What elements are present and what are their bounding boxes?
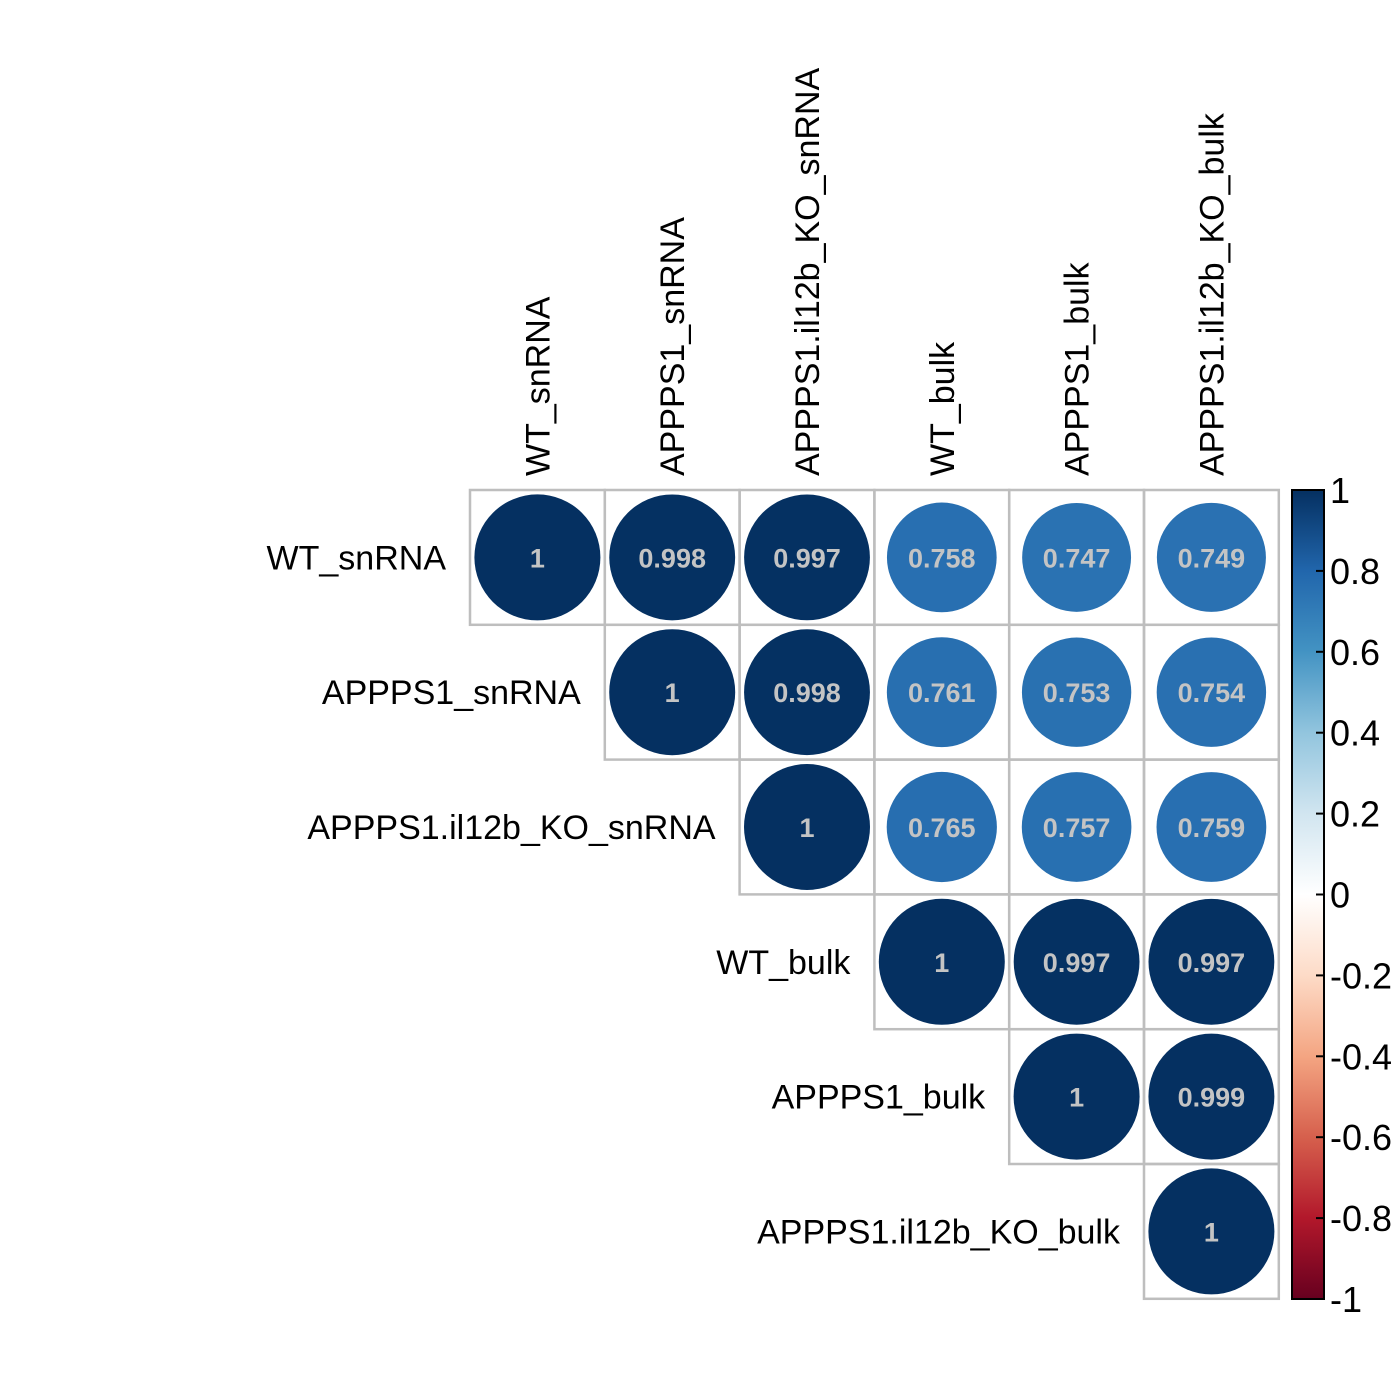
- row-label-1: APPPS1_snRNA: [322, 674, 581, 712]
- correlation-value-label: 0.757: [1043, 813, 1111, 843]
- correlation-circle-1-1: [609, 629, 736, 756]
- correlation-circle-0-0: [474, 494, 601, 621]
- matrix-cells: 1 0.998 0.997 0.758 0.747 0.749 1 0.998 0.761 0.7…: [468, 488, 1281, 1301]
- colorbar-legend: 1 0.8 0.6 0.4 0.2 0 -0.2 -0.4 -0.6 -0.8 -1: [1291, 470, 1392, 1320]
- correlation-circle-2-3: [886, 771, 997, 883]
- row-label-2: APPPS1.il12b_KO_snRNA: [307, 809, 716, 847]
- row-label-4: APPPS1_bulk: [772, 1079, 987, 1117]
- row-label-3: WT_bulk: [716, 944, 851, 982]
- correlation-circle-4-4: [1013, 1033, 1140, 1160]
- correlation-value-label: 1: [934, 948, 949, 978]
- column-label-3: WT_bulk: [924, 341, 962, 476]
- correlation-value-label: 1: [1069, 1083, 1084, 1113]
- correlation-value-label: 0.747: [1043, 543, 1111, 573]
- correlation-value-label: 1: [799, 813, 814, 843]
- correlation-value-label: 0.753: [1043, 678, 1111, 708]
- colorbar-tick-label: -0.4: [1330, 1036, 1392, 1077]
- colorbar-ticks: 1 0.8 0.6 0.4 0.2 0 -0.2 -0.4 -0.6 -0.8 -1: [1316, 470, 1392, 1320]
- correlation-value-label: 0.754: [1178, 678, 1246, 708]
- correlation-circle-0-3: [886, 502, 997, 613]
- correlation-circle-3-3: [878, 898, 1005, 1025]
- column-label-4: APPPS1_bulk: [1059, 261, 1097, 476]
- correlation-circle-2-5: [1156, 772, 1267, 882]
- colorbar-tick-label: 0.4: [1330, 713, 1380, 754]
- colorbar-tick-label: 0.8: [1330, 551, 1380, 592]
- row-labels: WT_snRNA APPPS1_snRNA APPPS1.il12b_KO_snRN…: [267, 539, 1121, 1251]
- colorbar-tick-label: 0.2: [1330, 794, 1380, 835]
- correlation-value-label: 0.761: [908, 678, 976, 708]
- correlation-circle-2-2: [744, 764, 870, 890]
- cell-border-5-5: [1142, 1162, 1281, 1301]
- column-labels: WT_snRNA APPPS1_snRNA APPPS1.il12b_KO_snRN…: [519, 67, 1231, 476]
- correlation-circle-5-5: [1148, 1168, 1275, 1295]
- correlation-circle-0-5: [1156, 502, 1266, 612]
- row-label-0: WT_snRNA: [267, 539, 447, 577]
- correlation-value-label: 1: [530, 543, 545, 573]
- correlation-value-label: 0.758: [908, 543, 976, 573]
- correlation-value-label: 0.999: [1178, 1083, 1246, 1113]
- correlation-circle-0-4: [1022, 502, 1132, 612]
- correlation-value-label: 0.997: [773, 543, 841, 573]
- row-label-5: APPPS1.il12b_KO_bulk: [757, 1213, 1121, 1251]
- correlation-circle-0-2: [744, 494, 870, 621]
- correlation-circle-1-3: [886, 637, 997, 748]
- correlation-value-label: 0.998: [773, 678, 841, 708]
- correlation-circle-1-4: [1021, 637, 1132, 747]
- colorbar-tick-label: -1: [1330, 1279, 1362, 1320]
- correlation-value-label: 0.765: [908, 813, 976, 843]
- correlation-value-label: 0.997: [1178, 948, 1246, 978]
- colorbar-tick-label: 1: [1330, 470, 1350, 511]
- colorbar-tick-label: -0.2: [1330, 955, 1392, 996]
- correlation-circle-0-1: [609, 494, 736, 621]
- correlation-circle-4-5: [1148, 1033, 1275, 1160]
- colorbar-tick-label: -0.8: [1330, 1198, 1392, 1239]
- correlation-value-label: 1: [1204, 1217, 1219, 1247]
- correlation-circle-1-5: [1156, 637, 1267, 747]
- correlation-value-label: 0.759: [1178, 813, 1246, 843]
- column-label-5: APPPS1.il12b_KO_bulk: [1193, 112, 1231, 476]
- correlation-value-label: 0.749: [1178, 543, 1246, 573]
- colorbar-tick-label: -0.6: [1330, 1117, 1392, 1158]
- correlation-circle-1-2: [744, 629, 870, 756]
- correlation-value-label: 0.997: [1043, 948, 1111, 978]
- colorbar-tick-label: 0: [1330, 875, 1350, 916]
- correlation-value-label: 0.998: [638, 543, 706, 573]
- correlation-value-label: 1: [665, 678, 680, 708]
- column-label-2: APPPS1.il12b_KO_snRNA: [789, 67, 827, 476]
- column-label-0: WT_snRNA: [519, 296, 557, 476]
- correlation-circle-2-4: [1021, 772, 1132, 882]
- column-label-1: APPPS1_snRNA: [654, 217, 692, 476]
- colorbar-tick-label: 0.6: [1330, 632, 1380, 673]
- correlation-circle-3-4: [1013, 898, 1140, 1025]
- correlation-circle-3-5: [1148, 898, 1275, 1025]
